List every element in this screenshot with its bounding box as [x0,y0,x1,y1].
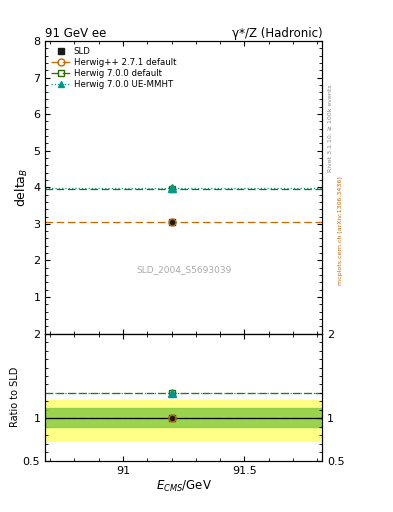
Y-axis label: delta$_B$: delta$_B$ [14,167,30,207]
Text: 91 GeV ee: 91 GeV ee [45,27,107,40]
Text: SLD_2004_S5693039: SLD_2004_S5693039 [136,265,231,274]
Bar [45,400,322,441]
Y-axis label: Ratio to SLD: Ratio to SLD [10,367,20,428]
Text: γ*/Z (Hadronic): γ*/Z (Hadronic) [231,27,322,40]
Bar [45,408,322,427]
Legend: SLD, Herwig++ 2.7.1 default, Herwig 7.0.0 default, Herwig 7.0.0 UE-MMHT: SLD, Herwig++ 2.7.1 default, Herwig 7.0.… [48,44,180,93]
X-axis label: $E_{CMS}$/GeV: $E_{CMS}$/GeV [156,478,212,494]
Text: Rivet 3.1.10, ≥ 100k events: Rivet 3.1.10, ≥ 100k events [328,84,333,172]
Text: mcplots.cern.ch [arXiv:1306.3436]: mcplots.cern.ch [arXiv:1306.3436] [338,176,343,285]
